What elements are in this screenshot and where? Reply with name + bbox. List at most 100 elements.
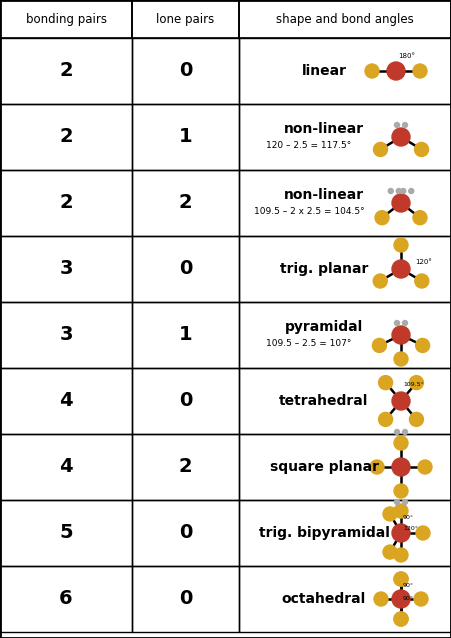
- Bar: [132, 434, 239, 500]
- Text: 120 – 2.5 = 117.5°: 120 – 2.5 = 117.5°: [267, 142, 352, 151]
- Circle shape: [402, 320, 408, 325]
- Text: 2: 2: [59, 128, 73, 147]
- Circle shape: [378, 412, 392, 426]
- Circle shape: [373, 142, 387, 156]
- Circle shape: [395, 500, 400, 505]
- Bar: [132, 104, 239, 170]
- Text: 2: 2: [179, 457, 192, 477]
- Text: pyramidal: pyramidal: [285, 320, 363, 334]
- Text: non-linear: non-linear: [284, 188, 364, 202]
- Circle shape: [373, 338, 387, 352]
- Bar: [132, 38, 239, 104]
- Circle shape: [392, 194, 410, 212]
- Circle shape: [409, 188, 414, 193]
- Circle shape: [387, 62, 405, 80]
- Bar: [132, 500, 239, 566]
- Text: 0: 0: [179, 590, 192, 609]
- Text: square planar: square planar: [270, 460, 378, 474]
- Circle shape: [394, 352, 408, 366]
- Circle shape: [392, 392, 410, 410]
- Circle shape: [392, 590, 410, 608]
- Circle shape: [365, 64, 379, 78]
- Circle shape: [416, 526, 430, 540]
- Circle shape: [375, 211, 389, 225]
- Bar: [239, 368, 451, 434]
- Text: trig. bipyramidal: trig. bipyramidal: [258, 526, 389, 540]
- Text: 2: 2: [59, 61, 73, 80]
- Bar: [239, 104, 451, 170]
- Bar: [239, 500, 451, 566]
- Bar: [239, 566, 451, 632]
- Circle shape: [416, 338, 430, 352]
- Text: 1: 1: [179, 128, 192, 147]
- Text: 0: 0: [179, 524, 192, 542]
- Text: octahedral: octahedral: [282, 592, 366, 606]
- Text: linear: linear: [302, 64, 346, 78]
- Circle shape: [392, 260, 410, 278]
- Text: tetrahedral: tetrahedral: [279, 394, 368, 408]
- Circle shape: [414, 142, 428, 156]
- Bar: [239, 434, 451, 500]
- Bar: [0, 0, 132, 38]
- Text: non-linear: non-linear: [284, 122, 364, 136]
- Text: 3: 3: [59, 260, 73, 279]
- Text: 109.5°: 109.5°: [403, 382, 424, 387]
- Bar: [239, 170, 451, 236]
- Bar: [0, 368, 132, 434]
- Circle shape: [410, 412, 423, 426]
- Circle shape: [383, 507, 397, 521]
- Circle shape: [388, 188, 393, 193]
- Circle shape: [395, 122, 400, 128]
- Text: bonding pairs: bonding pairs: [26, 13, 106, 26]
- Bar: [0, 302, 132, 368]
- Bar: [132, 302, 239, 368]
- Text: 4: 4: [59, 457, 73, 477]
- Text: 3: 3: [59, 325, 73, 345]
- Circle shape: [402, 429, 408, 434]
- Bar: [132, 236, 239, 302]
- Bar: [239, 302, 451, 368]
- Circle shape: [396, 188, 401, 193]
- Bar: [0, 500, 132, 566]
- Bar: [239, 236, 451, 302]
- Bar: [132, 566, 239, 632]
- Circle shape: [395, 429, 400, 434]
- Circle shape: [394, 504, 408, 518]
- Circle shape: [413, 64, 427, 78]
- Text: 1: 1: [179, 325, 192, 345]
- Text: 120°: 120°: [415, 260, 433, 265]
- Bar: [132, 170, 239, 236]
- Circle shape: [410, 376, 423, 390]
- Circle shape: [394, 572, 408, 586]
- Text: 90°: 90°: [403, 583, 414, 588]
- Circle shape: [392, 458, 410, 476]
- Circle shape: [402, 122, 408, 128]
- Circle shape: [394, 612, 408, 626]
- Text: 0: 0: [179, 61, 192, 80]
- Text: 0: 0: [179, 260, 192, 279]
- Circle shape: [370, 460, 384, 474]
- Bar: [0, 38, 132, 104]
- Text: 2: 2: [59, 193, 73, 212]
- Text: shape and bond angles: shape and bond angles: [276, 13, 414, 26]
- Circle shape: [402, 500, 408, 505]
- Text: 6: 6: [59, 590, 73, 609]
- Circle shape: [414, 592, 428, 606]
- Circle shape: [394, 572, 408, 586]
- Bar: [0, 236, 132, 302]
- Circle shape: [392, 326, 410, 344]
- Circle shape: [394, 548, 408, 562]
- Circle shape: [378, 376, 392, 390]
- Circle shape: [413, 211, 427, 225]
- Circle shape: [394, 484, 408, 498]
- Text: 180°: 180°: [398, 53, 415, 59]
- Text: 109.5 – 2 x 2.5 = 104.5°: 109.5 – 2 x 2.5 = 104.5°: [253, 207, 364, 216]
- Bar: [0, 434, 132, 500]
- Bar: [0, 170, 132, 236]
- Circle shape: [394, 238, 408, 252]
- Circle shape: [374, 592, 388, 606]
- Circle shape: [373, 274, 387, 288]
- Text: 90°: 90°: [403, 515, 414, 520]
- Bar: [0, 104, 132, 170]
- Circle shape: [392, 524, 410, 542]
